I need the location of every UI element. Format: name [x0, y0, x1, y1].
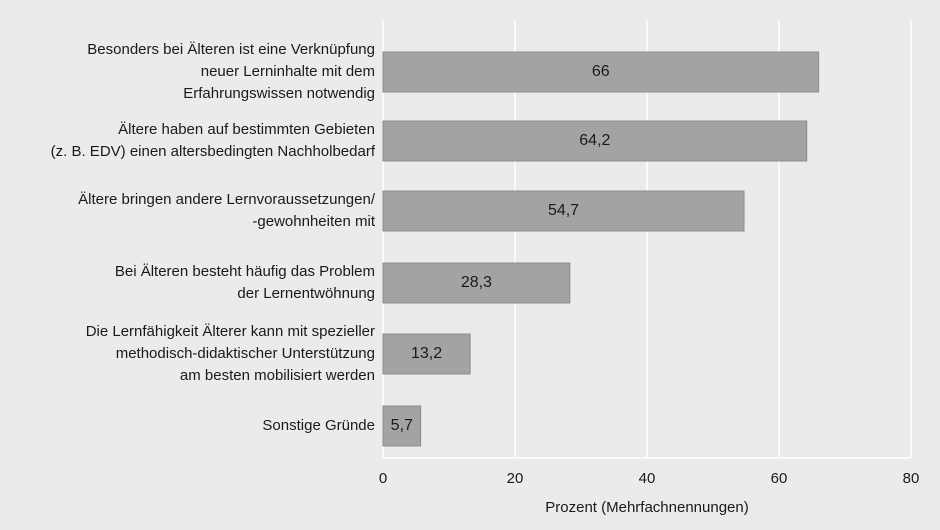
- value-label: 5,7: [391, 417, 413, 434]
- value-label: 13,2: [411, 345, 442, 362]
- x-tick-label: 80: [903, 470, 920, 487]
- x-tick-label: 60: [771, 470, 788, 487]
- value-label: 66: [592, 63, 610, 80]
- y-tick-label: Ältere bringen andere Lernvoraussetzunge…: [78, 191, 376, 230]
- x-tick-label: 40: [639, 470, 656, 487]
- bar: [382, 51, 820, 93]
- y-tick-label: Ältere haben auf bestimmten Gebieten (z. …: [51, 121, 376, 160]
- x-tick-label: 20: [507, 470, 524, 487]
- value-label: 28,3: [461, 274, 492, 291]
- bar: [382, 405, 422, 447]
- bar: [382, 333, 471, 375]
- x-tick-label: 0: [379, 470, 387, 487]
- x-axis-title: Prozent (Mehrfachnennungen): [545, 499, 748, 516]
- y-tick-label: Besonders bei Älteren ist eine Verknüpfu…: [87, 41, 375, 102]
- y-tick-label: Sonstige Gründe: [262, 417, 375, 434]
- y-tick-label: Bei Älteren besteht häufig das Problem de…: [115, 263, 375, 302]
- y-tick-label: Die Lernfähigkeit Älterer kann mit spezi…: [86, 323, 375, 384]
- bar: [382, 262, 571, 304]
- value-label: 64,2: [579, 132, 610, 149]
- bar: [382, 120, 808, 162]
- bar: [382, 190, 745, 232]
- value-label: 54,7: [548, 202, 579, 219]
